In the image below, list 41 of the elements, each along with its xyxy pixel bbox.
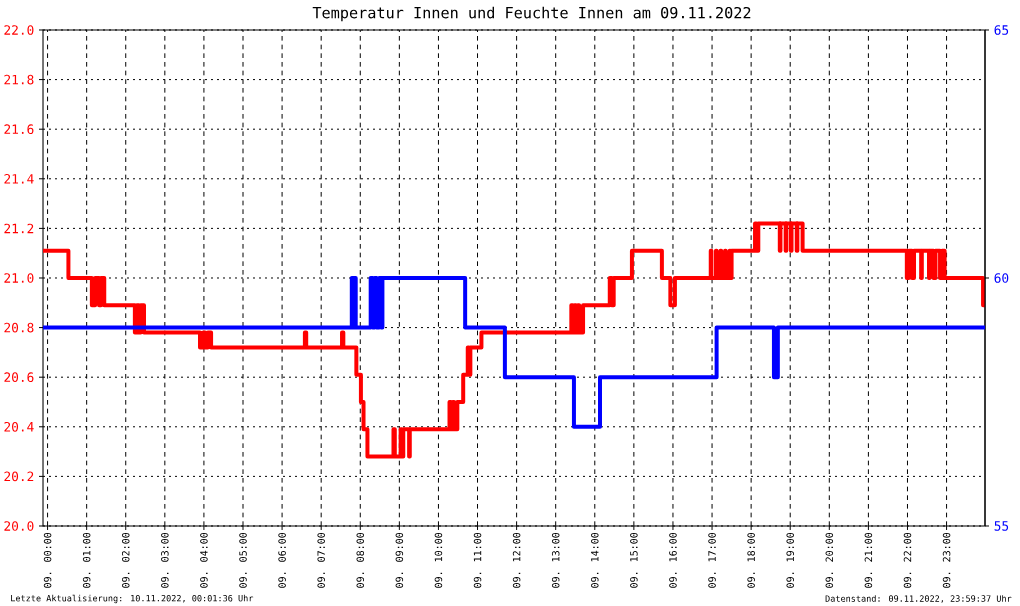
y-tick-label: 20.4	[4, 421, 34, 432]
x-tick-label: 09. 16:00	[669, 532, 677, 588]
y-tick-label: 20.8	[4, 322, 34, 333]
x-tick-label: 09. 04:00	[200, 532, 208, 588]
x-tick-label: 09. 06:00	[278, 532, 286, 588]
x-tick-label: 09. 00:00	[43, 532, 52, 588]
x-tick-label: 09. 22:00	[903, 532, 912, 588]
x-tick-label: 09. 07:00	[317, 532, 325, 588]
y-tick-label: 20.0	[4, 521, 34, 531]
x-tick-label: 09. 23:00	[942, 532, 951, 588]
y2-tick-label: 60	[994, 273, 1009, 283]
x-tick-label: 09. 13:00	[551, 532, 560, 588]
x-tick-label: 09. 02:00	[121, 532, 130, 588]
y-tick-label: 20.2	[4, 471, 34, 482]
x-tick-label: 09. 19:00	[786, 532, 795, 588]
x-tick-label: 09. 17:00	[708, 532, 716, 588]
text: Letzte Aktualisierung: 10.11.2022, 00:01:36 Uhr	[11, 594, 254, 604]
y-tick-label: 21.0	[4, 273, 34, 283]
y2-tick-label: 55	[994, 521, 1009, 531]
y-tick-label: 21.6	[4, 124, 34, 135]
x-tick-label: 09. 03:00	[161, 532, 169, 588]
chart-title: Temperatur Innen und Feuchte Innen am 09.11.2022	[312, 6, 751, 22]
text: Datenstand: 09.11.2022, 23:59:37 Uhr	[825, 595, 1012, 603]
x-tick-label: 09. 05:00	[239, 532, 247, 588]
y-tick-label: 20.6	[4, 372, 34, 383]
y-tick-label: 21.2	[4, 223, 34, 234]
x-tick-label: 09. 18:00	[747, 532, 755, 588]
y-tick-label: 21.8	[4, 74, 34, 85]
x-tick-label: 09. 08:00	[356, 532, 365, 588]
x-tick-label: 09. 10:00	[434, 532, 443, 588]
x-tick-label: 09. 15:00	[630, 532, 638, 588]
x-tick-label: 09. 12:00	[512, 532, 521, 588]
x-tick-label: 09. 09:00	[395, 532, 404, 588]
x-tick-label: 09. 21:00	[864, 532, 873, 588]
x-tick-label: 09. 20:00	[825, 532, 834, 588]
x-tick-label: 09. 01:00	[82, 532, 91, 588]
y-tick-label: 22.0	[4, 25, 34, 35]
y-tick-label: 21.4	[4, 174, 34, 184]
x-tick-label: 09. 14:00	[591, 532, 599, 588]
y2-tick-label: 65	[994, 25, 1009, 35]
x-tick-label: 09. 11:00	[473, 532, 482, 588]
